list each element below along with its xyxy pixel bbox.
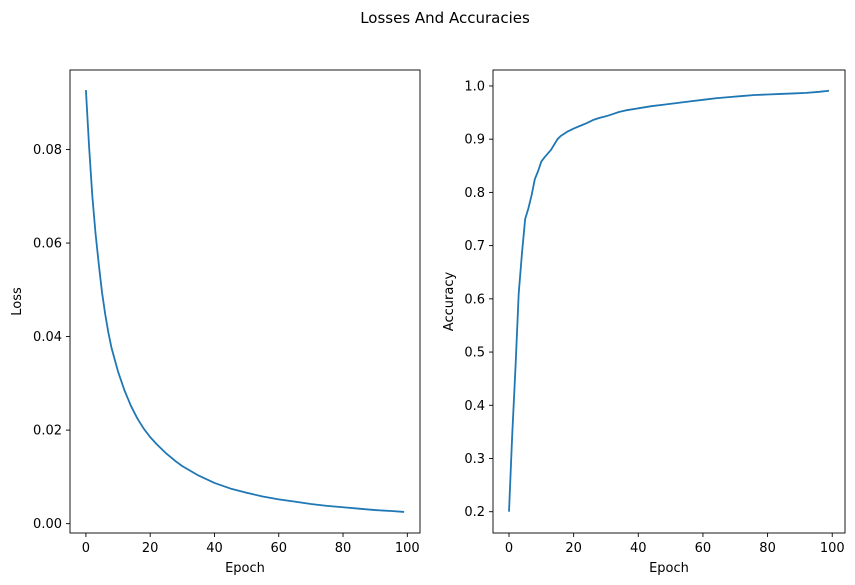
accuracy-x-axis-label: Epoch	[649, 561, 689, 576]
loss-ytick-label: 0.08	[33, 143, 62, 158]
loss-ytick-label: 0.00	[33, 517, 62, 532]
accuracy-ytick-label: 0.3	[464, 452, 485, 467]
loss-ytick-label: 0.06	[33, 237, 62, 252]
loss-axes-frame	[69, 69, 421, 534]
accuracy-ytick-label: 1.0	[464, 79, 485, 94]
loss-xtick-label: 20	[142, 541, 159, 556]
accuracy-y-axis-label: Accuracy	[442, 272, 457, 332]
accuracy-ytick-label: 0.5	[464, 346, 485, 361]
accuracy-ytick-label: 0.7	[464, 239, 485, 254]
loss-xtick-label: 40	[206, 541, 223, 556]
loss-line	[85, 90, 405, 513]
loss-ytick-label: 0.02	[33, 424, 62, 439]
accuracy-xtick-label: 80	[759, 541, 776, 556]
loss-xtick-label: 80	[335, 541, 352, 556]
accuracy-xtick-label: 20	[565, 541, 582, 556]
loss-subplot: 0 20 40 60 80 100 0.00 0.02 0.04 0.06 0.08 Epoch Los…	[10, 69, 421, 576]
accuracy-ytick-label: 0.4	[464, 399, 485, 414]
accuracy-ytick-label: 0.8	[464, 186, 485, 201]
loss-y-axis-label: Loss	[10, 287, 25, 316]
accuracy-xtick-label: 60	[695, 541, 712, 556]
accuracy-ytick-label: 0.2	[464, 505, 485, 520]
accuracy-xtick-label: 0	[505, 541, 513, 556]
loss-x-axis-label: Epoch	[225, 561, 265, 576]
accuracy-ytick-label: 0.6	[464, 292, 485, 307]
accuracy-axes-frame	[492, 69, 846, 534]
accuracy-xtick-label: 100	[820, 541, 845, 556]
loss-ytick-label: 0.04	[33, 330, 62, 345]
loss-xtick-label: 60	[270, 541, 287, 556]
accuracy-subplot: 0 20 40 60 80 100 0.2 0.3 0.4 0.5 0.6 0.7 0.8 0.9 1.0 E…	[442, 69, 846, 576]
accuracy-xtick-label: 40	[630, 541, 647, 556]
figure-suptitle: Losses And Accuracies	[360, 9, 530, 27]
loss-xtick-label: 0	[82, 541, 90, 556]
accuracy-ytick-label: 0.9	[464, 133, 485, 148]
loss-xtick-label: 100	[395, 541, 420, 556]
accuracy-line	[508, 89, 830, 512]
